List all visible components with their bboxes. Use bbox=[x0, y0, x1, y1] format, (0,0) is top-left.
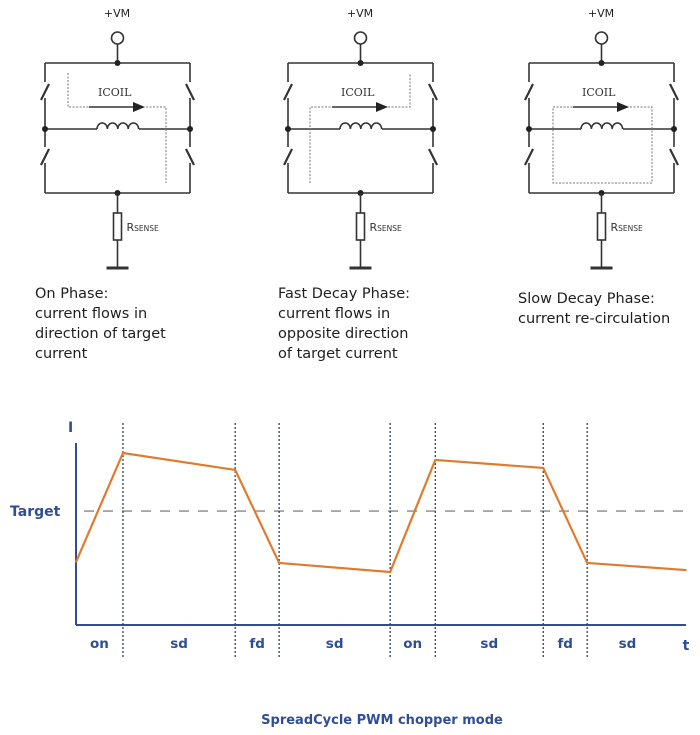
phase-label-sd: sd bbox=[480, 636, 498, 652]
current-path bbox=[67, 73, 167, 183]
sense-label: RSENSE bbox=[611, 221, 644, 234]
waveform-point bbox=[122, 452, 124, 454]
h-bridge-slow: RSENSE bbox=[524, 31, 679, 270]
phase-label-sd: sd bbox=[326, 636, 344, 652]
coil-current-label-on: ICOIL bbox=[98, 86, 132, 99]
inductor-coil bbox=[339, 122, 383, 130]
node-dot bbox=[357, 60, 364, 66]
waveform-point bbox=[278, 562, 280, 564]
switch-3 bbox=[428, 148, 438, 166]
sense-label: RSENSE bbox=[127, 221, 160, 234]
phase-label-sd: sd bbox=[170, 636, 188, 652]
y-axis-label: I bbox=[68, 420, 73, 436]
current-arrow-head-icon bbox=[133, 102, 145, 112]
supply-label-on: +VM bbox=[103, 7, 131, 20]
switch-2 bbox=[283, 148, 293, 166]
supply-label-slow: +VM bbox=[587, 7, 615, 20]
current-waveform bbox=[74, 451, 687, 574]
switch-0 bbox=[524, 83, 534, 101]
coil-current-label-fast: ICOIL bbox=[341, 86, 375, 99]
h-bridge-circuits: RSENSE RSENSE RSENSE bbox=[40, 31, 679, 270]
sense-resistor bbox=[112, 212, 123, 241]
current-arrow-head-icon bbox=[376, 102, 388, 112]
switch-2 bbox=[524, 148, 534, 166]
target-label: Target bbox=[10, 504, 61, 520]
sense-resistor bbox=[596, 212, 607, 241]
node-dot bbox=[598, 60, 605, 66]
waveform-point bbox=[434, 459, 437, 461]
h-bridge-fast: RSENSE bbox=[283, 31, 438, 270]
inductor-coil bbox=[580, 122, 624, 130]
node-dot bbox=[42, 126, 48, 132]
phase-label-on: on bbox=[403, 636, 422, 652]
phase-label-on: on bbox=[90, 636, 109, 652]
current-arrow-head-icon bbox=[617, 102, 629, 112]
caption-slow-decay: Slow Decay Phase: current re-circulation bbox=[518, 291, 671, 327]
x-axis-label: t bbox=[683, 638, 690, 654]
waveform-point bbox=[542, 467, 545, 469]
switch-3 bbox=[669, 148, 679, 166]
switch-0 bbox=[283, 83, 293, 101]
supply-terminal bbox=[110, 31, 125, 45]
waveform-point bbox=[75, 561, 77, 563]
node-dot bbox=[671, 126, 677, 132]
caption-on-phase: On Phase: current flows in direction of … bbox=[35, 286, 166, 362]
supply-terminal bbox=[594, 31, 609, 45]
caption-fast-decay: Fast Decay Phase: current flows in oppos… bbox=[278, 286, 411, 362]
coil-current-label-slow: ICOIL bbox=[582, 86, 616, 99]
phase-label-sd: sd bbox=[619, 636, 637, 652]
inductor-coil bbox=[96, 122, 140, 130]
waveform-point bbox=[685, 569, 687, 571]
switch-0 bbox=[40, 83, 50, 101]
node-dot bbox=[285, 126, 291, 132]
node-dot bbox=[526, 126, 532, 132]
node-dot bbox=[114, 60, 121, 66]
waveform-point bbox=[586, 562, 588, 564]
node-dot bbox=[430, 126, 436, 132]
supply-terminal bbox=[353, 31, 368, 45]
current-path bbox=[552, 106, 653, 184]
phase-label-fd: fd bbox=[249, 636, 265, 652]
waveform-point bbox=[234, 469, 237, 471]
switch-1 bbox=[669, 83, 679, 101]
node-dot bbox=[187, 126, 193, 132]
h-bridge-on: RSENSE bbox=[40, 31, 195, 270]
switch-1 bbox=[185, 83, 195, 101]
phase-label-fd: fd bbox=[557, 636, 573, 652]
sense-resistor bbox=[355, 212, 366, 241]
switch-3 bbox=[185, 148, 195, 166]
waveform-point bbox=[389, 571, 391, 573]
switch-2 bbox=[40, 148, 50, 166]
supply-label-fast: +VM bbox=[346, 7, 374, 20]
switch-1 bbox=[428, 83, 438, 101]
chart-title: SpreadCycle PWM chopper mode bbox=[261, 713, 503, 728]
sense-label: RSENSE bbox=[370, 221, 403, 234]
